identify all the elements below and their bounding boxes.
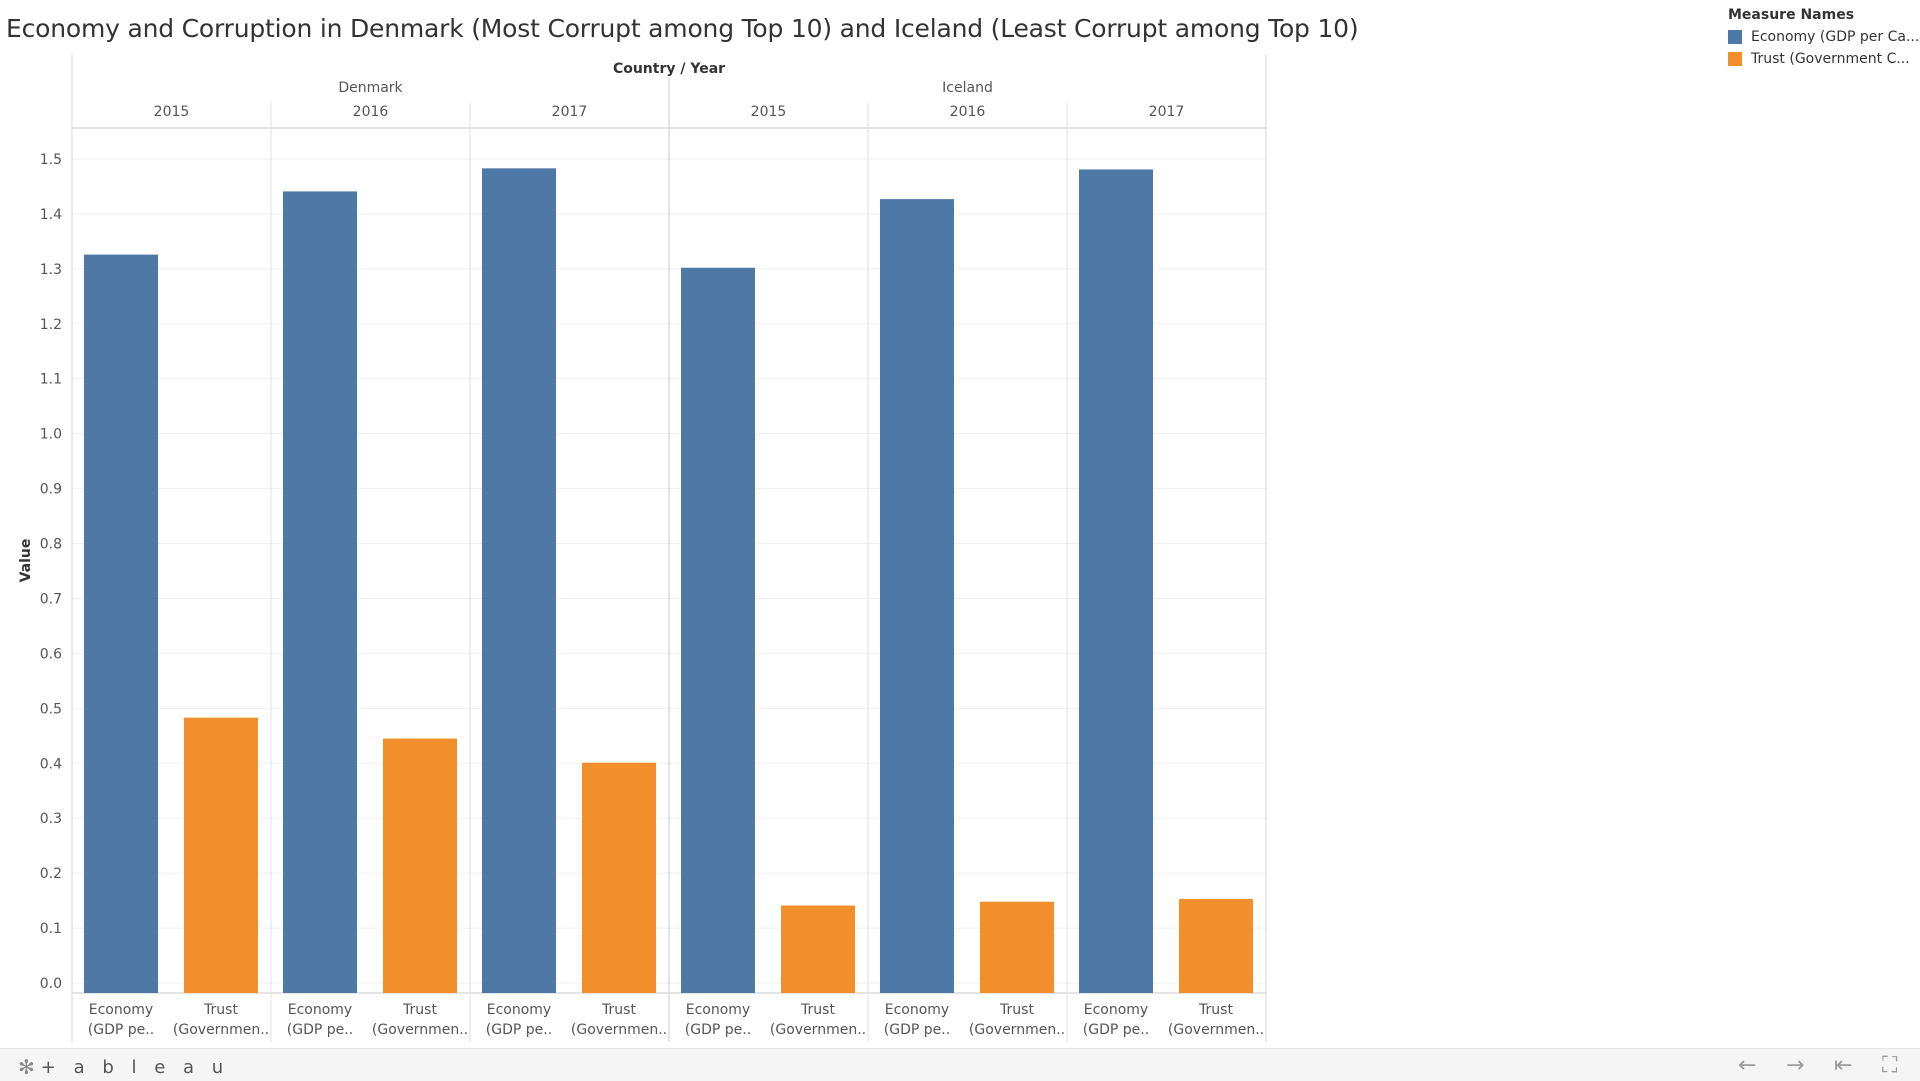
bar-trust xyxy=(582,762,656,993)
x-tick-label: (GDP pe.. xyxy=(88,1022,154,1038)
x-tick-label: Economy xyxy=(1084,1002,1148,1018)
x-tick-label: (Governmen.. xyxy=(372,1022,468,1038)
redo-icon[interactable]: → xyxy=(1786,1053,1805,1078)
y-tick-label: 0.5 xyxy=(40,701,62,717)
bar-economy xyxy=(681,267,755,993)
x-tick-label: (Governmen.. xyxy=(969,1022,1065,1038)
y-tick-label: 1.3 xyxy=(40,262,62,278)
bar-economy xyxy=(482,168,556,993)
x-tick-label: Economy xyxy=(885,1002,949,1018)
y-axis-title: Value xyxy=(18,539,34,583)
year-header: 2017 xyxy=(552,104,588,120)
legend-item-economy[interactable]: Economy (GDP per Ca... xyxy=(1728,29,1918,45)
column-header: Country / Year xyxy=(613,61,725,77)
x-tick-label: (GDP pe.. xyxy=(1083,1022,1149,1038)
y-tick-label: 1.1 xyxy=(40,372,62,388)
x-tick-label: (Governmen.. xyxy=(173,1022,269,1038)
year-header: 2016 xyxy=(353,104,389,120)
x-tick-label: Economy xyxy=(89,1002,153,1018)
bar-trust xyxy=(383,738,457,993)
bar-economy xyxy=(283,191,357,994)
x-tick-label: Economy xyxy=(487,1002,551,1018)
y-tick-label: 0.7 xyxy=(40,591,62,607)
year-header: 2016 xyxy=(950,104,986,120)
y-tick-label: 0.0 xyxy=(40,976,62,992)
x-tick-label: Trust xyxy=(601,1002,636,1018)
y-tick-label: 0.2 xyxy=(40,866,62,882)
country-header: Iceland xyxy=(942,80,993,96)
tableau-logo-text: + a b l e a u xyxy=(40,1056,230,1078)
footer-toolbar: ✻ + a b l e a u ← → ⇤ ⛶ xyxy=(0,1048,1920,1081)
bar-economy xyxy=(880,199,954,994)
x-tick-label: Trust xyxy=(800,1002,835,1018)
x-tick-label: Trust xyxy=(203,1002,238,1018)
bar-chart: 1.5 1.4 1.3 1.2 1.1 1.0 0.9 0.8 0.7 0.6 0.5 0.4 0.3 0… xyxy=(18,55,1267,1042)
y-tick-label: 0.6 xyxy=(40,646,62,662)
tableau-logo[interactable]: ✻ + a b l e a u xyxy=(18,1055,229,1079)
legend-item-trust[interactable]: Trust (Government C... xyxy=(1728,51,1918,67)
legend-label-trust: Trust (Government C... xyxy=(1751,51,1910,67)
x-tick-label: Trust xyxy=(999,1002,1034,1018)
x-tick-label: Trust xyxy=(1198,1002,1233,1018)
legend-swatch-trust xyxy=(1728,52,1742,66)
x-tick-label: (GDP pe.. xyxy=(486,1022,552,1038)
bar-trust xyxy=(781,905,855,993)
legend-swatch-economy xyxy=(1728,30,1742,44)
chart-title: Economy and Corruption in Denmark (Most … xyxy=(6,14,1359,43)
y-tick-label: 0.3 xyxy=(40,811,62,827)
y-tick-label: 1.5 xyxy=(40,152,62,168)
y-tick-label: 0.1 xyxy=(40,921,62,937)
bar-trust xyxy=(184,717,258,993)
legend-label-economy: Economy (GDP per Ca... xyxy=(1751,29,1918,45)
fullscreen-icon[interactable]: ⛶ xyxy=(1882,1053,1898,1078)
country-header: Denmark xyxy=(338,80,403,96)
bar-economy xyxy=(1079,169,1153,994)
y-tick-label: 1.0 xyxy=(40,427,62,443)
bar-economy xyxy=(84,254,158,994)
x-tick-label: (Governmen.. xyxy=(1168,1022,1264,1038)
y-tick-label: 1.4 xyxy=(40,207,62,223)
x-tick-label: Economy xyxy=(288,1002,352,1018)
x-tick-label: (GDP pe.. xyxy=(685,1022,751,1038)
year-header: 2015 xyxy=(154,104,190,120)
bar-trust xyxy=(1179,898,1253,993)
year-header: 2017 xyxy=(1149,104,1185,120)
bar-trust xyxy=(980,901,1054,993)
x-tick-label: (GDP pe.. xyxy=(884,1022,950,1038)
x-tick-label: (Governmen.. xyxy=(571,1022,667,1038)
y-tick-label: 1.2 xyxy=(40,317,62,333)
undo-icon[interactable]: ← xyxy=(1738,1053,1757,1078)
year-header: 2015 xyxy=(751,104,787,120)
y-tick-label: 0.4 xyxy=(40,756,62,772)
tableau-asterisk-icon: ✻ xyxy=(18,1055,35,1079)
y-tick-label: 0.9 xyxy=(40,482,62,498)
x-tick-label: (Governmen.. xyxy=(770,1022,866,1038)
legend[interactable]: Measure Names Economy (GDP per Ca... Tru… xyxy=(1728,7,1918,67)
y-tick-label: 0.8 xyxy=(40,537,62,553)
x-tick-label: Economy xyxy=(686,1002,750,1018)
x-tick-label: Trust xyxy=(402,1002,437,1018)
revert-icon[interactable]: ⇤ xyxy=(1834,1053,1853,1078)
x-tick-label: (GDP pe.. xyxy=(287,1022,353,1038)
legend-title: Measure Names xyxy=(1728,7,1855,23)
